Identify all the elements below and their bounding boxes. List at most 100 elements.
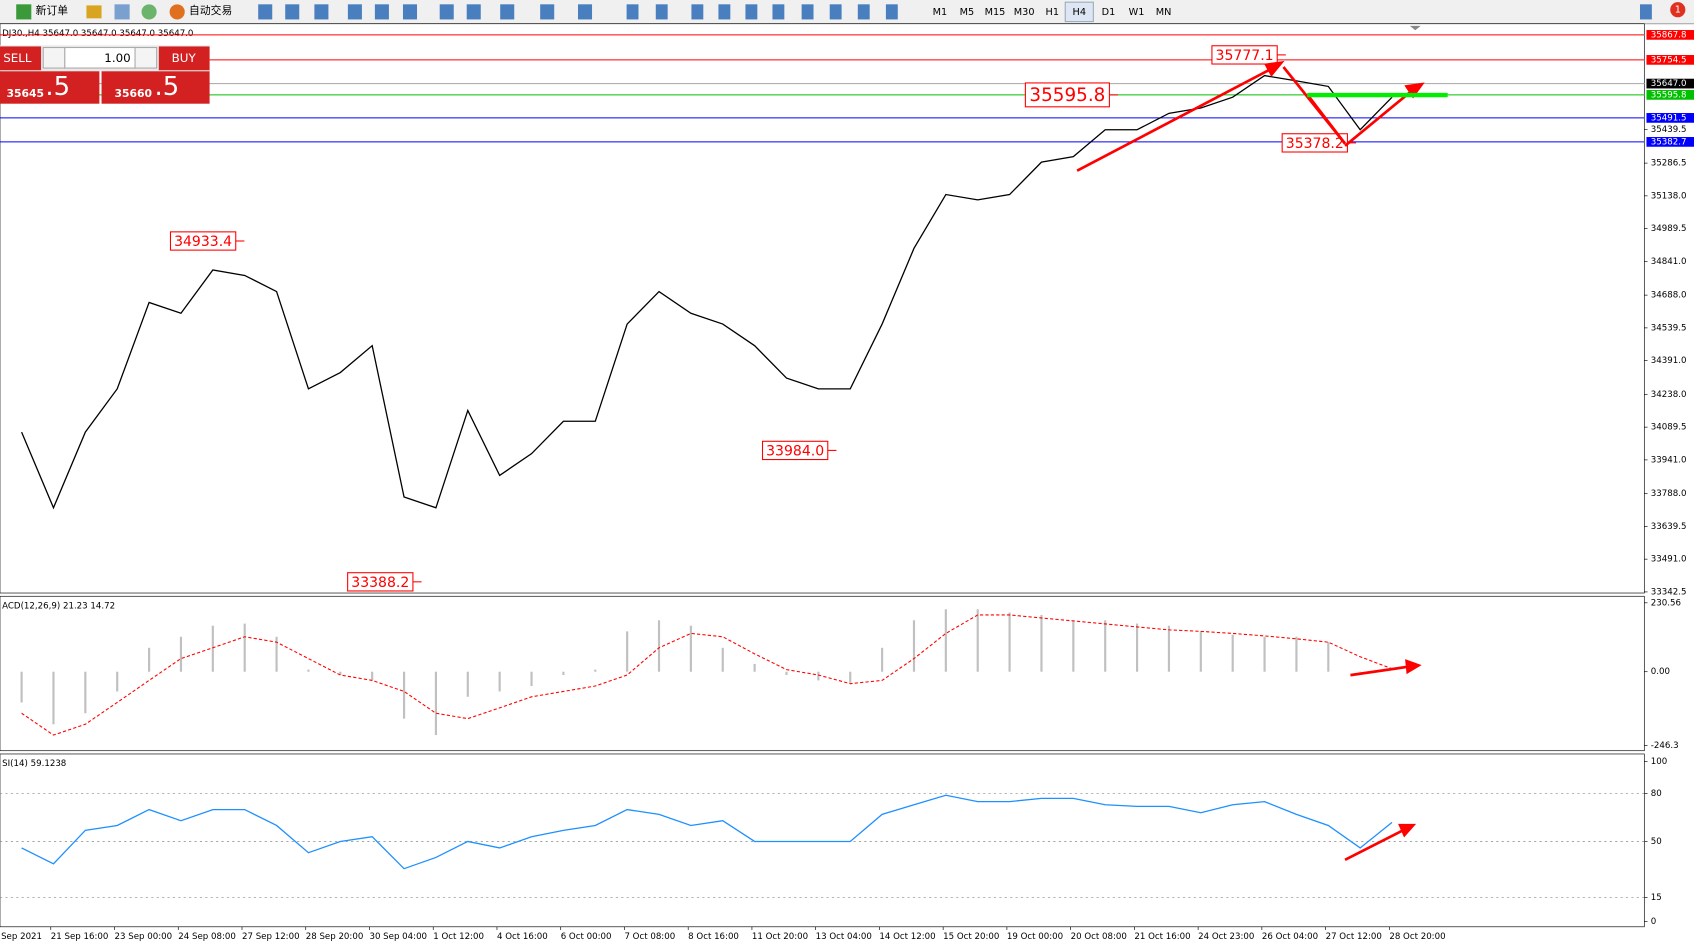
price-level-label: 35382.7: [1651, 137, 1687, 147]
timeframe-button[interactable]: H4: [1073, 7, 1087, 18]
timeframe-button[interactable]: M30: [1014, 7, 1035, 18]
arrow-head: [1405, 659, 1422, 675]
notification-badge[interactable]: [1670, 2, 1686, 18]
annotation-label: 33984.0: [766, 443, 824, 459]
x-tick-label: 15 Oct 20:00: [943, 932, 999, 942]
histogram-bar: [275, 636, 278, 672]
macd-panel: [0, 595, 1645, 752]
timeframe-button[interactable]: MN: [1156, 7, 1172, 18]
bid-box[interactable]: [0, 71, 100, 104]
annotation-box: [1211, 45, 1278, 65]
timeframe-active[interactable]: [1064, 1, 1094, 23]
y-tick-label: 15: [1651, 893, 1662, 903]
ask-box[interactable]: [101, 71, 210, 104]
histogram-bar: [116, 671, 119, 692]
trend-line: [1308, 96, 1347, 145]
histogram-bar: [1072, 620, 1075, 672]
timeframe-button[interactable]: D1: [1102, 7, 1116, 18]
price-line: [21, 794, 1393, 870]
icon: [439, 4, 454, 20]
x-tick-label: 23 Sep 00:00: [115, 932, 173, 942]
histogram-bar: [881, 647, 884, 672]
x-tick-label: 4 Oct 16:00: [497, 932, 548, 942]
trend-arrow: [1344, 88, 1414, 147]
icon: [691, 4, 704, 20]
ask-pips: .5: [154, 72, 179, 102]
timeframe-button[interactable]: M15: [985, 7, 1006, 18]
y-tick-label: 34841.0: [1651, 257, 1687, 267]
x-tick-label: 24 Oct 23:00: [1198, 932, 1254, 942]
histogram-bar: [944, 609, 947, 672]
timeframe-button[interactable]: M5: [960, 7, 975, 18]
price-line: [21, 74, 1393, 510]
histogram-bar: [530, 671, 533, 687]
y-tick-label: 0.00: [1651, 667, 1670, 677]
histogram-bar: [1040, 614, 1043, 672]
trend-arrow: [1076, 65, 1276, 172]
sell-label[interactable]: SELL: [3, 51, 32, 65]
histogram-bar: [339, 671, 342, 676]
price-level-label: 35647.0: [1651, 79, 1687, 89]
lot-value[interactable]: 1.00: [104, 51, 130, 65]
histogram-bar: [20, 671, 23, 703]
histogram-bar: [211, 625, 214, 672]
histogram-bar: [562, 671, 565, 676]
auto-trading-button[interactable]: 自动交易: [169, 3, 233, 20]
histogram-bar: [402, 671, 406, 719]
x-tick-label: 28 Sep 20:00: [306, 932, 364, 942]
icon: [402, 4, 418, 20]
x-tick-label: 20 Oct 08:00: [1071, 932, 1127, 942]
price-level-tag: [1646, 137, 1694, 147]
histogram-bar: [1167, 625, 1171, 672]
histogram-bar: [1359, 671, 1362, 673]
annotation-label: 35777.1: [1216, 48, 1274, 64]
new-order-label[interactable]: 新订单: [36, 3, 69, 17]
x-tick-label: 24 Sep 08:00: [178, 932, 236, 942]
x-tick-label: 14 Oct 12:00: [879, 932, 935, 942]
sell-button[interactable]: [0, 46, 42, 71]
price-level-tag: [1646, 78, 1694, 89]
x-tick-label: 28 Oct 20:00: [1389, 932, 1445, 942]
panel-title: ACD(12,26,9) 21.23 14.72: [2, 601, 115, 611]
x-tick-label: 13 Oct 04:00: [816, 932, 872, 942]
x-tick-label: 30 Sep 04:00: [369, 932, 427, 942]
y-tick-label: 33491.0: [1651, 555, 1687, 565]
icon: [745, 4, 758, 20]
histogram-bar: [1327, 642, 1330, 672]
y-tick-label: 50: [1651, 837, 1662, 847]
y-tick-label: 33941.0: [1651, 455, 1687, 465]
timeframe-button[interactable]: W1: [1129, 7, 1145, 18]
timeframe-button[interactable]: H1: [1046, 7, 1060, 18]
bid-price: 35645: [6, 87, 44, 100]
lot-up[interactable]: [134, 46, 158, 69]
main-panel: [0, 23, 1645, 594]
icon: [500, 4, 515, 20]
buy-button[interactable]: [158, 46, 210, 71]
y-tick-label: 100: [1651, 757, 1667, 767]
x-tick-label: 21 Sep 16:00: [51, 932, 109, 942]
arrow-head: [1264, 60, 1285, 77]
price-level-label: 35754.5: [1651, 55, 1687, 65]
histogram-bar: [466, 671, 469, 697]
histogram-bar: [52, 671, 55, 725]
lot-down[interactable]: [42, 46, 66, 69]
icon: [347, 4, 362, 20]
icon: [655, 4, 668, 20]
icon: [86, 5, 102, 19]
y-tick-label: 33342.5: [1651, 587, 1687, 597]
y-tick-label: 34539.5: [1651, 323, 1687, 333]
y-tick-label: 35439.5: [1651, 125, 1687, 135]
panel-title: DJ30.,H4 35647.0 35647.0 35647.0 35647.0: [2, 29, 193, 39]
x-tick-label: Sep 2021: [1, 932, 42, 942]
ask-price: 35660: [115, 87, 153, 100]
icon: [885, 4, 898, 20]
one-click-trading: SELL 1.00 BUY 35645 .5 35660 .5: [0, 45, 210, 104]
new-order-button[interactable]: 新订单: [16, 3, 68, 20]
y-tick-label: 35286.5: [1651, 159, 1687, 169]
timeframe-button[interactable]: M1: [933, 7, 948, 18]
y-tick-label: 34989.5: [1651, 224, 1687, 234]
price-level-label: 35867.8: [1651, 30, 1687, 40]
buy-label[interactable]: BUY: [172, 51, 197, 65]
annotation-label: 33388.2: [351, 575, 409, 591]
auto-trading-label[interactable]: 自动交易: [189, 3, 232, 17]
